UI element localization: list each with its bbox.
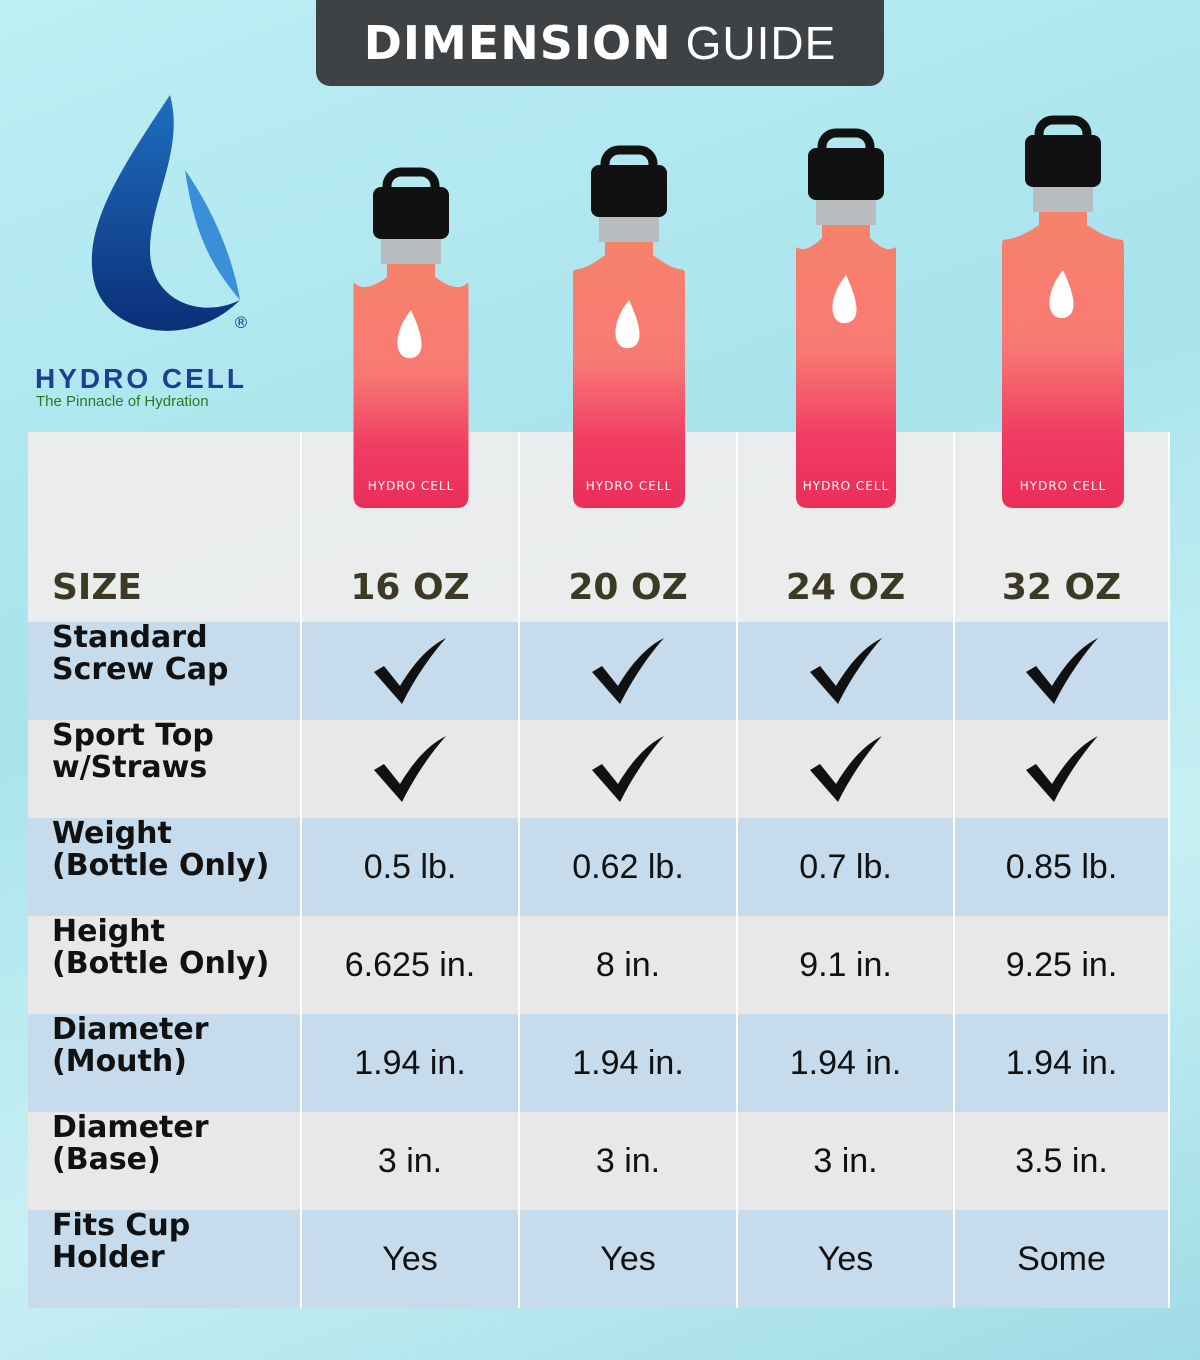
title-light: GUIDE — [685, 17, 837, 69]
logo-tagline: The Pinnacle of Hydration — [36, 393, 209, 410]
table-cell: 8 in. — [520, 916, 738, 1014]
check-path — [592, 736, 664, 802]
bottle-body — [796, 223, 896, 508]
title-bold: DIMENSION — [363, 16, 672, 70]
logo-registered: ® — [233, 313, 249, 332]
table-cell: Yes — [738, 1210, 955, 1308]
label-line: (Bottle Only) — [52, 946, 270, 981]
bottle-brand: HYDRO CELL — [368, 479, 455, 493]
check-path — [1025, 638, 1098, 704]
table-cell — [955, 622, 1170, 720]
label-line: Height — [52, 914, 165, 949]
label-line: Diameter — [52, 1012, 209, 1047]
bottle-brand: HYDRO CELL — [1020, 479, 1107, 493]
table-cell: 1.94 in. — [738, 1014, 955, 1112]
row-label: Weight (Bottle Only) — [28, 818, 302, 916]
bottle-logo — [832, 275, 857, 324]
table-cell: 6.625 in. — [302, 916, 520, 1014]
table-cell: 0.62 lb. — [520, 818, 738, 916]
bottle-logo — [1049, 270, 1074, 319]
label-line: (Bottle Only) — [52, 848, 270, 883]
table-cell: Some — [955, 1210, 1170, 1308]
bottle-handle — [1034, 115, 1092, 155]
bottle-brand: HYDRO CELL — [803, 479, 890, 493]
label-line: (Base) — [52, 1142, 161, 1177]
check-path — [809, 736, 882, 802]
bottle-body — [353, 262, 469, 508]
artwork: HYDRO CELL ® The Pinnacle of Hydration H… — [35, 95, 1124, 508]
table-cell: 1.94 in. — [302, 1014, 520, 1112]
bottle-handle — [817, 128, 875, 168]
table-cell — [520, 622, 738, 720]
table-cell — [738, 622, 955, 720]
table-cell: 3.5 in. — [955, 1112, 1170, 1210]
logo-brand: HYDRO CELL — [35, 363, 247, 394]
bottle-handle — [382, 167, 440, 207]
table-cell: 3 in. — [738, 1112, 955, 1210]
checkmark — [374, 736, 446, 802]
table-cell: 3 in. — [302, 1112, 520, 1210]
check-path — [374, 736, 446, 802]
checkmark — [374, 638, 446, 704]
table-cell — [520, 720, 738, 818]
checkmark — [809, 638, 882, 704]
table-cell: 1.94 in. — [520, 1014, 738, 1112]
bottle-body — [573, 240, 685, 508]
table-cell: 0.5 lb. — [302, 818, 520, 916]
check-path — [1025, 736, 1098, 802]
checkmark — [1025, 638, 1098, 704]
table-cell: 3 in. — [520, 1112, 738, 1210]
table-cell: Yes — [520, 1210, 738, 1308]
table-cell: 0.85 lb. — [955, 818, 1170, 916]
table-cell: Yes — [302, 1210, 520, 1308]
table-cell: 9.1 in. — [738, 916, 955, 1014]
checkmark — [1025, 736, 1098, 802]
label-line: Sport Top — [52, 718, 214, 753]
table-cell — [302, 720, 520, 818]
bottle-brand: HYDRO CELL — [586, 479, 673, 493]
check-path — [592, 638, 664, 704]
row-label: Height (Bottle Only) — [28, 916, 302, 1014]
label-line: Screw Cap — [52, 652, 229, 687]
header-cell: SIZE — [28, 432, 302, 622]
label-line: Fits Cup — [52, 1208, 191, 1243]
row-label: Diameter (Mouth) — [28, 1014, 302, 1112]
row-label: Diameter (Base) — [28, 1112, 302, 1210]
logo-drop — [91, 95, 240, 331]
checkmark — [809, 736, 882, 802]
table-cell — [302, 622, 520, 720]
checkmark — [592, 736, 664, 802]
label-line: Standard — [52, 620, 208, 655]
label-line: Diameter — [52, 1110, 209, 1145]
label-line: w/Straws — [52, 750, 208, 785]
check-path — [809, 638, 882, 704]
label-line: (Mouth) — [52, 1044, 187, 1079]
bottle-logo — [397, 310, 422, 359]
table-cell — [955, 720, 1170, 818]
check-path — [374, 638, 446, 704]
label-line: Weight — [52, 816, 172, 851]
bottle-handle — [600, 145, 658, 185]
table-cell: 0.7 lb. — [738, 818, 955, 916]
table-cell — [738, 720, 955, 818]
bottle-logo — [615, 300, 640, 349]
label-line: Holder — [52, 1240, 165, 1275]
checkmark — [592, 638, 664, 704]
title-banner: DIMENSION GUIDE — [316, 0, 884, 86]
bottle-body — [1002, 210, 1124, 508]
row-label: Fits Cup Holder — [28, 1210, 302, 1308]
row-label: Standard Screw Cap — [28, 622, 302, 720]
row-label: Sport Top w/Straws — [28, 720, 302, 818]
table-cell: 1.94 in. — [955, 1014, 1170, 1112]
table-cell: 9.25 in. — [955, 916, 1170, 1014]
logo-wave — [185, 170, 240, 300]
